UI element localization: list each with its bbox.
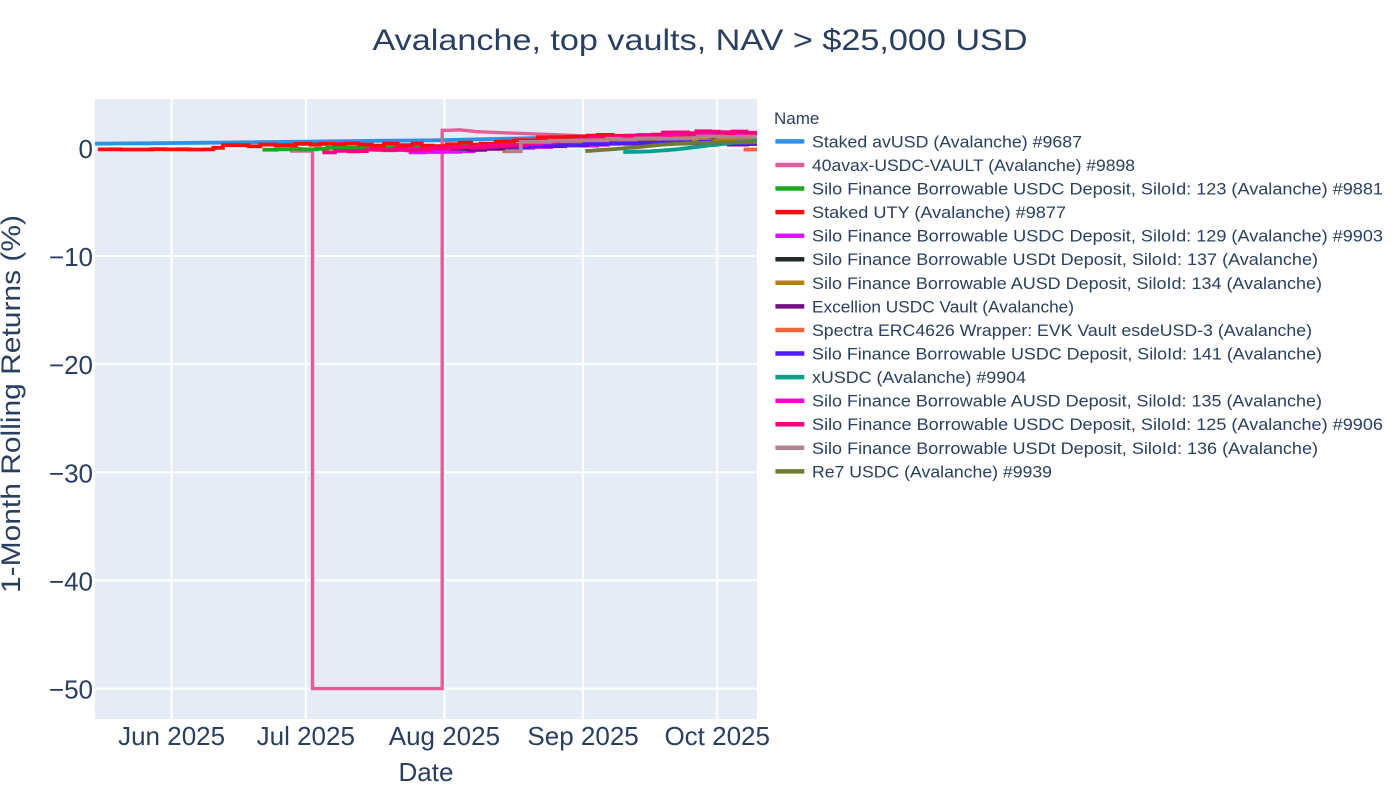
svg-text:Jul 2025: Jul 2025 (257, 721, 355, 751)
svg-text:Aug 2025: Aug 2025 (389, 721, 500, 751)
svg-text:Re7 USDC (Avalanche) #9939: Re7 USDC (Avalanche) #9939 (812, 462, 1052, 481)
svg-text:Silo Finance Borrowable USDt D: Silo Finance Borrowable USDt Deposit, Si… (812, 439, 1318, 458)
svg-text:−40: −40 (49, 566, 93, 596)
svg-text:Silo Finance Borrowable USDC D: Silo Finance Borrowable USDC Deposit, Si… (812, 415, 1383, 434)
svg-text:Silo Finance Borrowable USDC D: Silo Finance Borrowable USDC Deposit, Si… (812, 345, 1322, 364)
svg-text:Oct 2025: Oct 2025 (664, 721, 770, 751)
svg-text:1-Month Rolling Returns (%): 1-Month Rolling Returns (%) (0, 215, 26, 593)
svg-text:−10: −10 (49, 242, 93, 272)
svg-text:Silo Finance Borrowable AUSD D: Silo Finance Borrowable AUSD Deposit, Si… (812, 274, 1322, 293)
svg-text:Silo Finance Borrowable AUSD D: Silo Finance Borrowable AUSD Deposit, Si… (812, 392, 1322, 411)
svg-text:Staked UTY (Avalanche) #9877: Staked UTY (Avalanche) #9877 (812, 203, 1066, 222)
svg-text:40avax-USDC-VAULT (Avalanche): 40avax-USDC-VAULT (Avalanche) #9898 (812, 156, 1135, 175)
svg-text:Avalanche, top vaults, NAV > $: Avalanche, top vaults, NAV > $25,000 USD (373, 24, 1028, 57)
svg-text:Date: Date (399, 757, 454, 787)
svg-text:xUSDC (Avalanche) #9904: xUSDC (Avalanche) #9904 (812, 368, 1026, 387)
svg-text:−20: −20 (49, 350, 93, 380)
svg-text:Spectra ERC4626 Wrapper: EVK V: Spectra ERC4626 Wrapper: EVK Vault esdeU… (812, 321, 1312, 340)
svg-text:−50: −50 (49, 675, 93, 705)
svg-text:Jun 2025: Jun 2025 (118, 721, 225, 751)
svg-text:Silo Finance Borrowable USDt D: Silo Finance Borrowable USDt Deposit, Si… (812, 250, 1318, 269)
svg-text:0: 0 (79, 134, 93, 164)
svg-text:Name: Name (774, 109, 819, 128)
svg-text:Staked avUSD (Avalanche) #9687: Staked avUSD (Avalanche) #9687 (812, 132, 1082, 151)
svg-text:Sep 2025: Sep 2025 (527, 721, 638, 751)
svg-text:Excellion USDC Vault (Avalanch: Excellion USDC Vault (Avalanche) (812, 297, 1074, 316)
svg-text:Silo Finance Borrowable USDC D: Silo Finance Borrowable USDC Deposit, Si… (812, 180, 1383, 199)
svg-text:−30: −30 (49, 458, 93, 488)
svg-text:Silo Finance Borrowable USDC D: Silo Finance Borrowable USDC Deposit, Si… (812, 227, 1383, 246)
